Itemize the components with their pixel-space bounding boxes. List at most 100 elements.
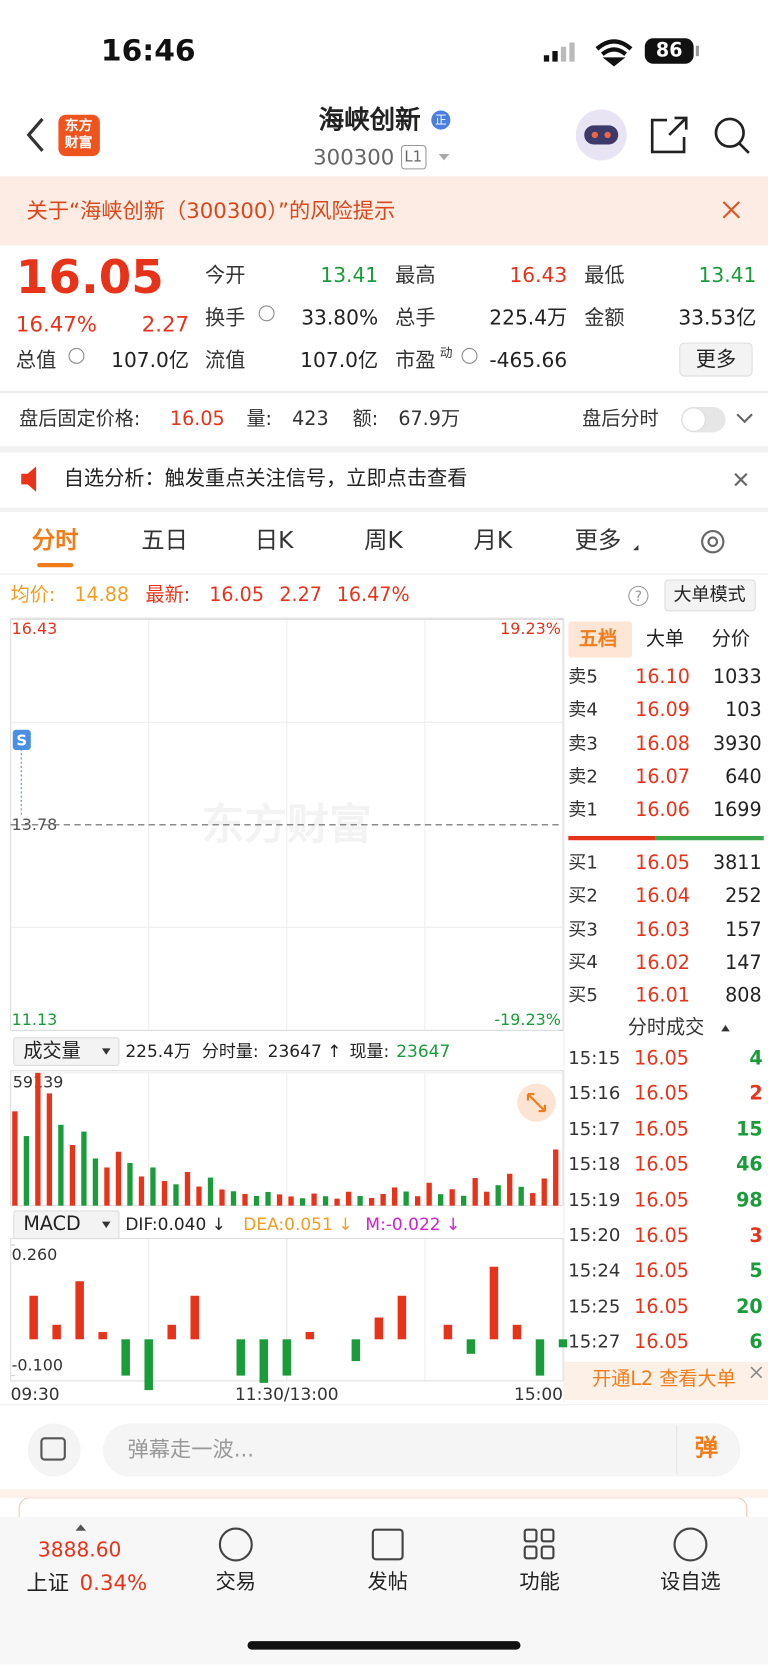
macd-bar — [558, 1339, 568, 1348]
book-tab[interactable]: 分价 — [711, 627, 750, 651]
volume-bar — [288, 1196, 294, 1206]
book-label: 卖3 — [568, 733, 598, 755]
stock-badge: 正 — [434, 113, 447, 127]
indicator-selector[interactable] — [13, 1037, 120, 1066]
indicator-selector[interactable] — [13, 1210, 120, 1240]
volume-bar — [403, 1191, 409, 1206]
trade-time: 15:27 — [568, 1331, 621, 1353]
macd-bar — [374, 1317, 384, 1340]
trade-icon[interactable] — [218, 1527, 253, 1562]
search-button[interactable] — [714, 117, 745, 148]
tab[interactable]: 五日 — [141, 527, 189, 555]
tab[interactable]: 分时 — [31, 527, 79, 555]
nav-item[interactable]: 功能 — [519, 1570, 560, 1594]
legend-selector[interactable]: MACD — [23, 1213, 81, 1236]
volume-bar — [495, 1185, 501, 1206]
help-mark[interactable]: 大单模式 — [673, 584, 746, 607]
close-button[interactable] — [734, 473, 748, 487]
more-button[interactable] — [679, 342, 753, 377]
index-change[interactable]: 0.34% — [79, 1569, 148, 1596]
info-icon[interactable] — [461, 347, 478, 364]
tab[interactable]: 月K — [473, 527, 513, 555]
index-name[interactable]: 上证 — [26, 1569, 70, 1596]
nav-item[interactable]: 发帖 — [367, 1570, 408, 1594]
macd-bar — [466, 1339, 476, 1354]
post-icon[interactable] — [371, 1528, 404, 1561]
help-icon[interactable] — [628, 585, 649, 607]
trade-time: 15:17 — [568, 1118, 621, 1141]
book-label: 买5 — [568, 985, 598, 1007]
book-tab[interactable]: 大单 — [645, 627, 685, 651]
back-button[interactable] — [26, 117, 44, 152]
tab[interactable]: 更多 — [574, 527, 622, 555]
trade-volume: 4 — [749, 1047, 763, 1070]
volume-bar — [530, 1193, 536, 1206]
volume-bar — [461, 1195, 467, 1206]
barrage-toggle[interactable] — [27, 1423, 81, 1477]
macd-bar — [75, 1281, 84, 1340]
book-price: 16.02 — [635, 951, 690, 974]
legend-total: 225.4万 — [125, 1040, 192, 1062]
last-value: 16.05 — [209, 584, 264, 607]
field-value: 225.4万 — [489, 306, 568, 330]
l2-banner[interactable]: 开通L2 查看大单 — [592, 1368, 736, 1391]
index-value[interactable]: 3888.60 — [37, 1538, 122, 1563]
active-tab[interactable] — [568, 621, 633, 658]
legend-selector[interactable]: 成交量 — [23, 1039, 81, 1063]
more-button-label[interactable]: 更多 — [695, 347, 737, 372]
share-button[interactable] — [650, 116, 688, 154]
trade-volume: 46 — [736, 1153, 763, 1177]
annotation-text: S — [16, 732, 27, 750]
last-price: 16.05 — [15, 250, 164, 305]
legend-label: 现量: — [349, 1040, 390, 1062]
volume-bar — [449, 1189, 455, 1206]
nav-item[interactable]: 交易 — [215, 1570, 257, 1594]
volume-bar — [299, 1198, 306, 1206]
comment-placeholder[interactable]: 弹幕走一波... — [127, 1436, 254, 1462]
bottom-nav-bg — [0, 1516, 768, 1665]
volume-bar — [127, 1162, 133, 1206]
volume-bar — [426, 1182, 432, 1206]
volume-bar — [138, 1176, 145, 1206]
watchlist-icon[interactable] — [673, 1527, 708, 1562]
legend-m: M:-0.022 ↓ — [365, 1214, 461, 1235]
notice-text[interactable]: 自选分析：触发重点关注信号，立即点击查看 — [63, 466, 468, 491]
field-value: 13.41 — [320, 263, 379, 288]
nav-item[interactable]: 设自选 — [660, 1570, 721, 1594]
book-label: 买1 — [568, 852, 598, 874]
last-change-pct: 16.47% — [336, 584, 410, 607]
trade-price: 16.05 — [634, 1118, 689, 1141]
expand-arrow[interactable] — [736, 413, 753, 424]
field-label: 流值 — [205, 348, 246, 373]
info-icon[interactable] — [68, 347, 85, 364]
speaker-icon — [21, 466, 37, 492]
trade-price: 16.05 — [634, 1082, 689, 1106]
logo-text: 东方 — [64, 118, 93, 135]
book-tab[interactable]: 五档 — [578, 627, 618, 651]
info-icon[interactable] — [258, 305, 275, 322]
card-bg — [0, 1489, 768, 1498]
close-button[interactable] — [750, 1366, 763, 1379]
function-icon[interactable] — [523, 1528, 555, 1560]
tab[interactable]: 周K — [364, 527, 403, 555]
dropdown-arrow[interactable] — [438, 154, 450, 161]
field-value: 107.0亿 — [300, 348, 379, 373]
tab[interactable]: 日K — [254, 527, 294, 555]
after-amount: 67.9万 — [398, 407, 461, 431]
macd-bar — [98, 1332, 107, 1340]
field-label: 最低 — [584, 263, 625, 288]
watermark: 东方财富 — [202, 801, 372, 850]
barrage-button[interactable]: 弹 — [694, 1435, 719, 1462]
book-volume: 147 — [725, 951, 762, 974]
field-value: 107.0亿 — [111, 348, 190, 373]
book-label: 买3 — [568, 918, 598, 941]
risk-text[interactable]: 关于“海峡创新（300300）”的风险提示 — [26, 197, 396, 224]
book-volume: 157 — [725, 918, 762, 941]
comment-input[interactable] — [103, 1423, 741, 1477]
settings-button[interactable] — [701, 530, 725, 554]
close-button[interactable] — [722, 201, 741, 219]
mode-button[interactable] — [664, 579, 756, 612]
settings-core — [707, 536, 719, 548]
volume-bar — [207, 1177, 214, 1206]
